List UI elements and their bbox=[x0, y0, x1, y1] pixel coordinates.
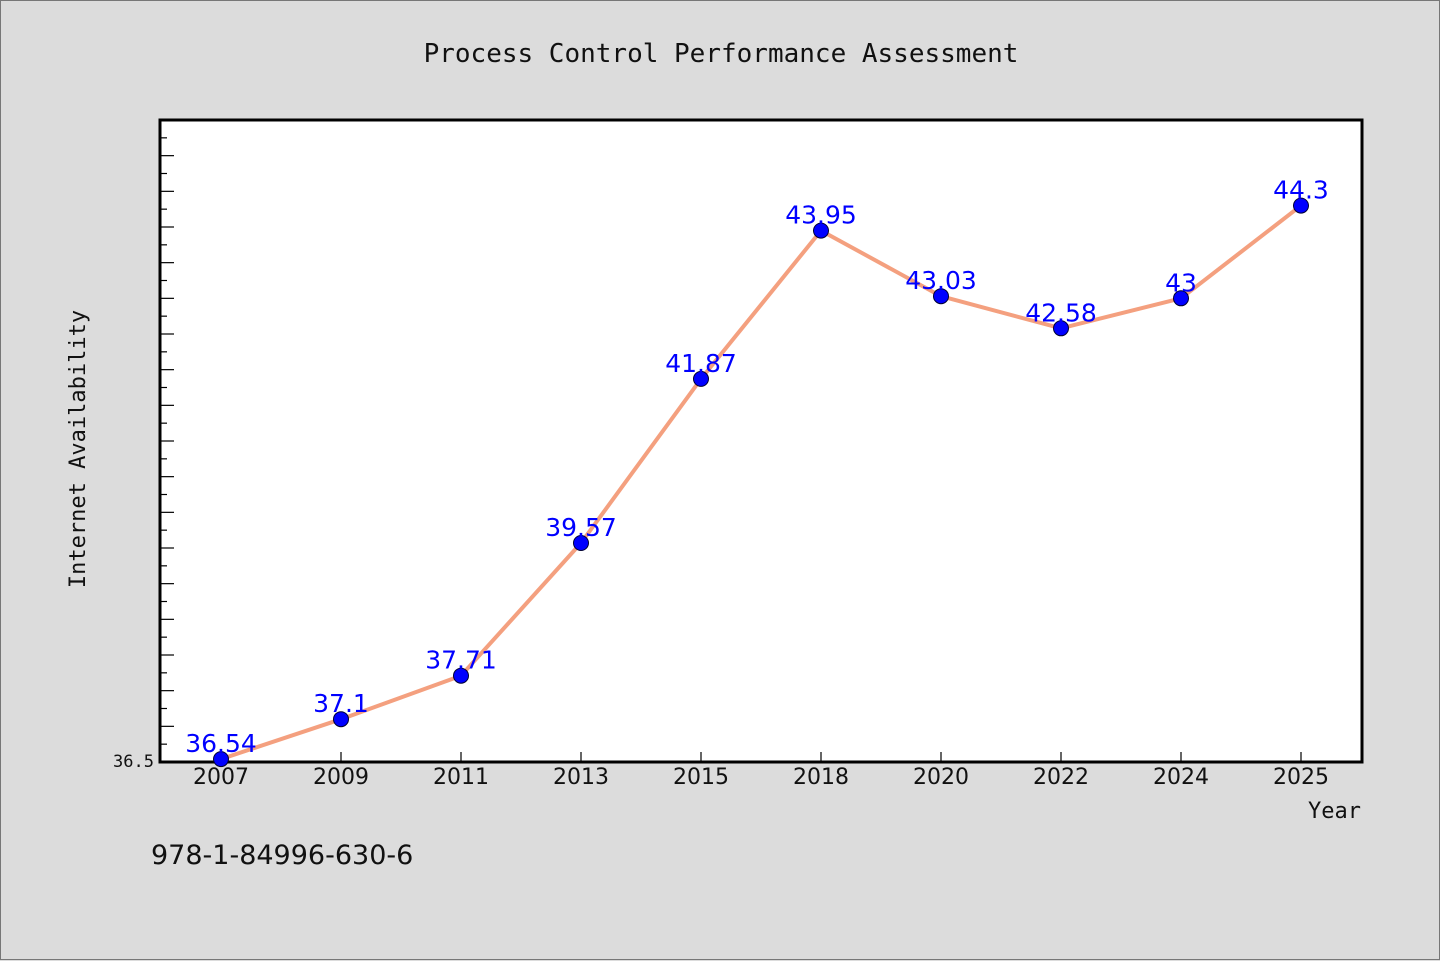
data-label: 44.3 bbox=[1273, 176, 1329, 205]
data-label: 37.1 bbox=[313, 689, 369, 718]
data-label: 37.71 bbox=[425, 646, 497, 675]
x-tick-label: 2020 bbox=[913, 765, 969, 790]
x-tick-label: 2013 bbox=[553, 765, 609, 790]
data-label: 42.58 bbox=[1025, 298, 1097, 327]
y-axis-label: Internet Availability bbox=[66, 310, 91, 588]
data-point bbox=[1053, 320, 1069, 337]
plot-area bbox=[158, 118, 1364, 764]
chart-title: Process Control Performance Assessment bbox=[424, 39, 1019, 69]
data-label-group: 36.54 37.1 37.71 39.57 41.87 43.95 43.03 42.58 4… bbox=[185, 176, 1329, 758]
x-axis-label: Year bbox=[1308, 799, 1361, 824]
x-tick-label: 2015 bbox=[673, 765, 729, 790]
data-point bbox=[813, 222, 829, 239]
data-label: 39.57 bbox=[545, 513, 617, 542]
series-line bbox=[220, 204, 1303, 761]
data-point bbox=[573, 535, 589, 551]
x-tick-label: 2018 bbox=[793, 765, 849, 790]
x-tick-label: 2024 bbox=[1153, 765, 1209, 790]
x-tick-label: 2022 bbox=[1033, 765, 1089, 790]
data-point bbox=[1293, 197, 1309, 214]
data-point bbox=[333, 711, 349, 728]
data-point bbox=[933, 288, 949, 305]
y-tick-label: 36.5 bbox=[113, 752, 154, 772]
isbn-text: 978-1-84996-630-6 bbox=[151, 840, 413, 871]
data-point bbox=[693, 370, 709, 387]
x-tick-label: 2009 bbox=[313, 765, 369, 790]
series-group bbox=[213, 197, 1309, 768]
y-axis-ticks bbox=[160, 119, 174, 763]
x-tick-label: 2025 bbox=[1273, 765, 1329, 790]
data-label: 36.54 bbox=[185, 729, 257, 758]
data-label: 43.95 bbox=[785, 201, 857, 230]
data-point bbox=[213, 751, 229, 768]
data-label: 41.87 bbox=[665, 349, 737, 378]
data-point bbox=[453, 667, 469, 684]
data-label: 43 bbox=[1165, 268, 1197, 297]
x-tick-label: 2007 bbox=[193, 765, 249, 790]
data-point bbox=[1173, 290, 1189, 307]
data-label: 43.03 bbox=[905, 266, 977, 295]
x-tick-label: 2011 bbox=[433, 765, 489, 790]
x-tick-labels: 2007 2009 2011 2013 2015 2018 2020 2022 2024 2025 bbox=[193, 765, 1329, 790]
